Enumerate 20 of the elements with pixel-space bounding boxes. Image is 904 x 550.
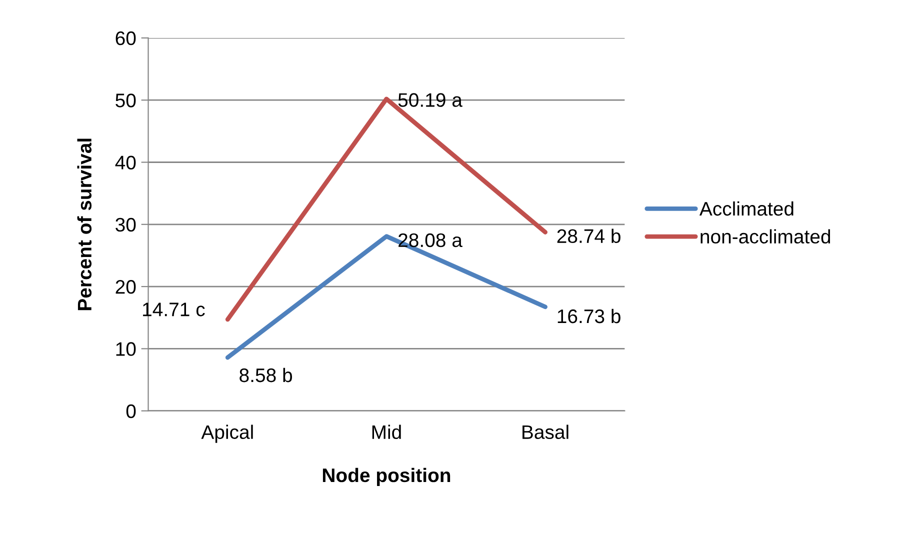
y-tick-label: 30: [116, 218, 136, 232]
y-tick-label: 60: [116, 31, 136, 46]
y-tick-label: 20: [116, 280, 136, 294]
data-label: 28.74 b: [557, 228, 620, 244]
y-tick-label: 40: [115, 156, 136, 170]
y-tick-label: 0: [126, 404, 136, 418]
x-tick-label: Mid: [372, 424, 401, 440]
data-label: 28.08 a: [398, 233, 462, 248]
y-axis-title: Percent of survival: [77, 138, 92, 310]
data-label: 16.73 b: [558, 308, 620, 324]
legend-label: non-acclimated: [700, 229, 830, 244]
y-tick-label: 50: [116, 94, 136, 108]
x-axis-title: Node position: [322, 468, 450, 486]
data-label: 8.58 b: [240, 368, 292, 382]
legend-label: Acclimated: [699, 201, 794, 216]
x-tick-label: Apical: [201, 424, 253, 443]
x-tick-label: Basal: [522, 424, 568, 440]
data-label: 14.71 c: [143, 302, 205, 316]
y-tick-label: 10: [116, 342, 136, 356]
data-label: 50.19 a: [398, 93, 462, 107]
